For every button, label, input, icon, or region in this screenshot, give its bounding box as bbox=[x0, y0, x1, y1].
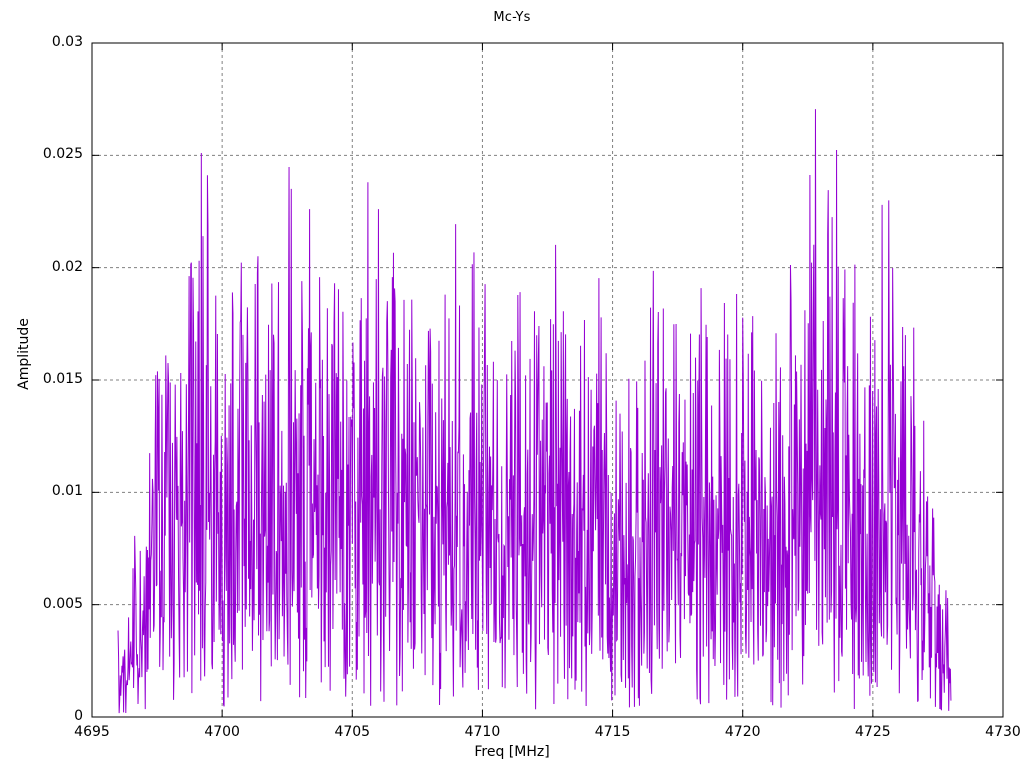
page-title: Mc-Ys bbox=[493, 10, 531, 25]
y-tick-label: 0.015 bbox=[42, 371, 83, 387]
y-tick-label: 0.01 bbox=[51, 483, 83, 500]
x-axis-label: Freq [MHz] bbox=[474, 744, 550, 760]
y-tick-label: 0.025 bbox=[42, 146, 83, 163]
x-tick-label: 4725 bbox=[855, 724, 891, 740]
x-tick-label: 4720 bbox=[724, 724, 761, 740]
y-tick-label: 0 bbox=[74, 708, 83, 724]
x-tick-label: 4705 bbox=[334, 724, 371, 740]
plot-border bbox=[91, 42, 1004, 718]
x-tick-label: 4715 bbox=[594, 724, 631, 740]
y-tick-label: 0.02 bbox=[51, 258, 83, 275]
x-tick-label: 4710 bbox=[464, 724, 501, 740]
y-tick-label: 0.005 bbox=[42, 595, 83, 612]
x-tick-label: 4730 bbox=[985, 724, 1021, 740]
data-series-layer bbox=[117, 109, 952, 714]
x-tick-label: 4695 bbox=[74, 724, 110, 740]
x-tick-label: 4700 bbox=[204, 724, 240, 740]
y-tick-label: 0.03 bbox=[51, 34, 83, 50]
y-axis-label: Amplitude bbox=[16, 318, 32, 390]
